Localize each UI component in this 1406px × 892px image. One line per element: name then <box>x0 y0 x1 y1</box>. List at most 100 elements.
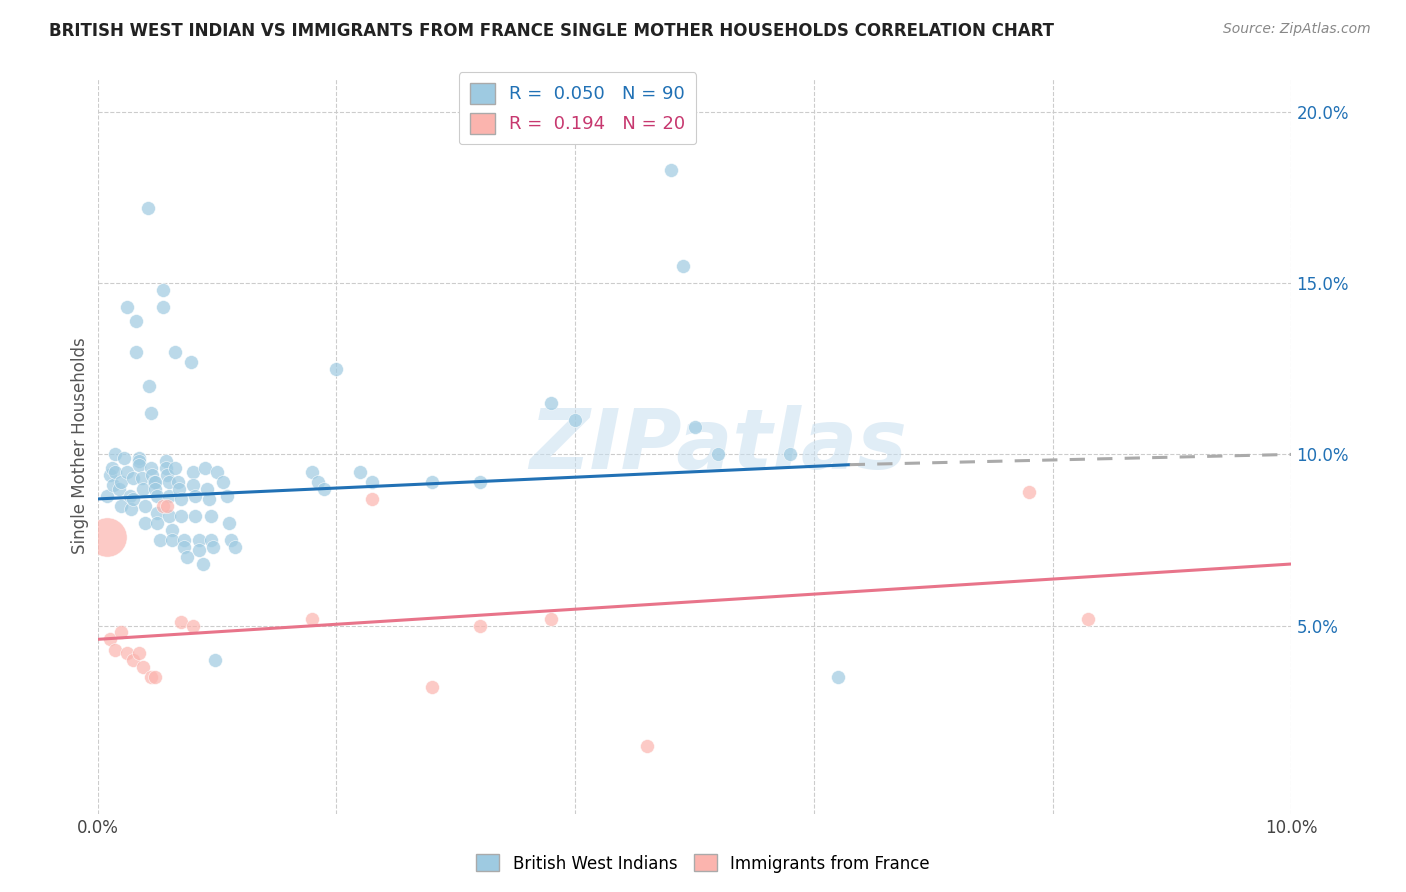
Point <box>110 499 132 513</box>
Point <box>166 475 188 489</box>
Point <box>141 461 163 475</box>
Point <box>184 509 207 524</box>
Point <box>101 478 124 492</box>
Point <box>110 625 132 640</box>
Point <box>468 475 491 489</box>
Point <box>564 413 586 427</box>
Point <box>141 670 163 684</box>
Point <box>136 201 159 215</box>
Point <box>117 646 139 660</box>
Point <box>636 739 658 753</box>
Point <box>349 465 371 479</box>
Point <box>160 533 183 547</box>
Point <box>149 533 172 547</box>
Point <box>128 646 150 660</box>
Point <box>170 509 193 524</box>
Point <box>165 344 187 359</box>
Point <box>160 523 183 537</box>
Point <box>194 461 217 475</box>
Point <box>167 482 190 496</box>
Point <box>141 406 163 420</box>
Point <box>221 533 243 547</box>
Point <box>118 488 141 502</box>
Point <box>117 300 139 314</box>
Point <box>96 488 118 502</box>
Point <box>184 488 207 502</box>
Point <box>104 465 127 479</box>
Point <box>173 540 195 554</box>
Point <box>152 300 174 314</box>
Point <box>191 557 214 571</box>
Point <box>143 475 166 489</box>
Point <box>142 475 165 489</box>
Point <box>468 618 491 632</box>
Point <box>125 344 148 359</box>
Point <box>827 670 849 684</box>
Point <box>181 618 204 632</box>
Point <box>779 447 801 461</box>
Point <box>173 533 195 547</box>
Point <box>122 653 145 667</box>
Point <box>157 509 180 524</box>
Point <box>120 502 142 516</box>
Point <box>180 355 202 369</box>
Point <box>181 465 204 479</box>
Point <box>188 543 211 558</box>
Point <box>540 396 562 410</box>
Point <box>212 475 235 489</box>
Point <box>540 612 562 626</box>
Point <box>181 478 204 492</box>
Point <box>96 530 118 544</box>
Point <box>325 361 347 376</box>
Point <box>707 447 730 461</box>
Point <box>420 475 443 489</box>
Point <box>155 454 177 468</box>
Point <box>188 533 211 547</box>
Point <box>112 450 135 465</box>
Point <box>361 491 384 506</box>
Point <box>117 465 139 479</box>
Point <box>131 471 153 485</box>
Point <box>200 509 222 524</box>
Point <box>301 612 323 626</box>
Point <box>122 471 145 485</box>
Legend: British West Indians, Immigrants from France: British West Indians, Immigrants from Fr… <box>470 847 936 880</box>
Text: Source: ZipAtlas.com: Source: ZipAtlas.com <box>1223 22 1371 37</box>
Point <box>170 615 193 630</box>
Point <box>98 467 121 482</box>
Point <box>146 488 169 502</box>
Point <box>146 516 169 530</box>
Point <box>205 465 228 479</box>
Point <box>156 499 179 513</box>
Point <box>197 482 219 496</box>
Point <box>361 475 384 489</box>
Point <box>170 491 193 506</box>
Point <box>156 467 179 482</box>
Point <box>157 488 180 502</box>
Point <box>176 550 198 565</box>
Point <box>659 163 682 178</box>
Point <box>224 540 246 554</box>
Point <box>141 467 163 482</box>
Point <box>143 482 166 496</box>
Point <box>128 458 150 472</box>
Point <box>314 482 336 496</box>
Point <box>125 314 148 328</box>
Point <box>197 491 219 506</box>
Y-axis label: Single Mother Households: Single Mother Households <box>72 337 89 554</box>
Point <box>307 475 329 489</box>
Point <box>134 516 156 530</box>
Point <box>202 540 225 554</box>
Point <box>301 465 323 479</box>
Text: ZIPatlas: ZIPatlas <box>530 405 907 486</box>
Point <box>98 632 121 647</box>
Point <box>101 461 124 475</box>
Point <box>200 533 222 547</box>
Point <box>132 659 155 673</box>
Point <box>155 461 177 475</box>
Text: BRITISH WEST INDIAN VS IMMIGRANTS FROM FRANCE SINGLE MOTHER HOUSEHOLDS CORRELATI: BRITISH WEST INDIAN VS IMMIGRANTS FROM F… <box>49 22 1054 40</box>
Point <box>104 447 127 461</box>
Point <box>132 482 155 496</box>
Point <box>128 450 150 465</box>
Point <box>204 653 226 667</box>
